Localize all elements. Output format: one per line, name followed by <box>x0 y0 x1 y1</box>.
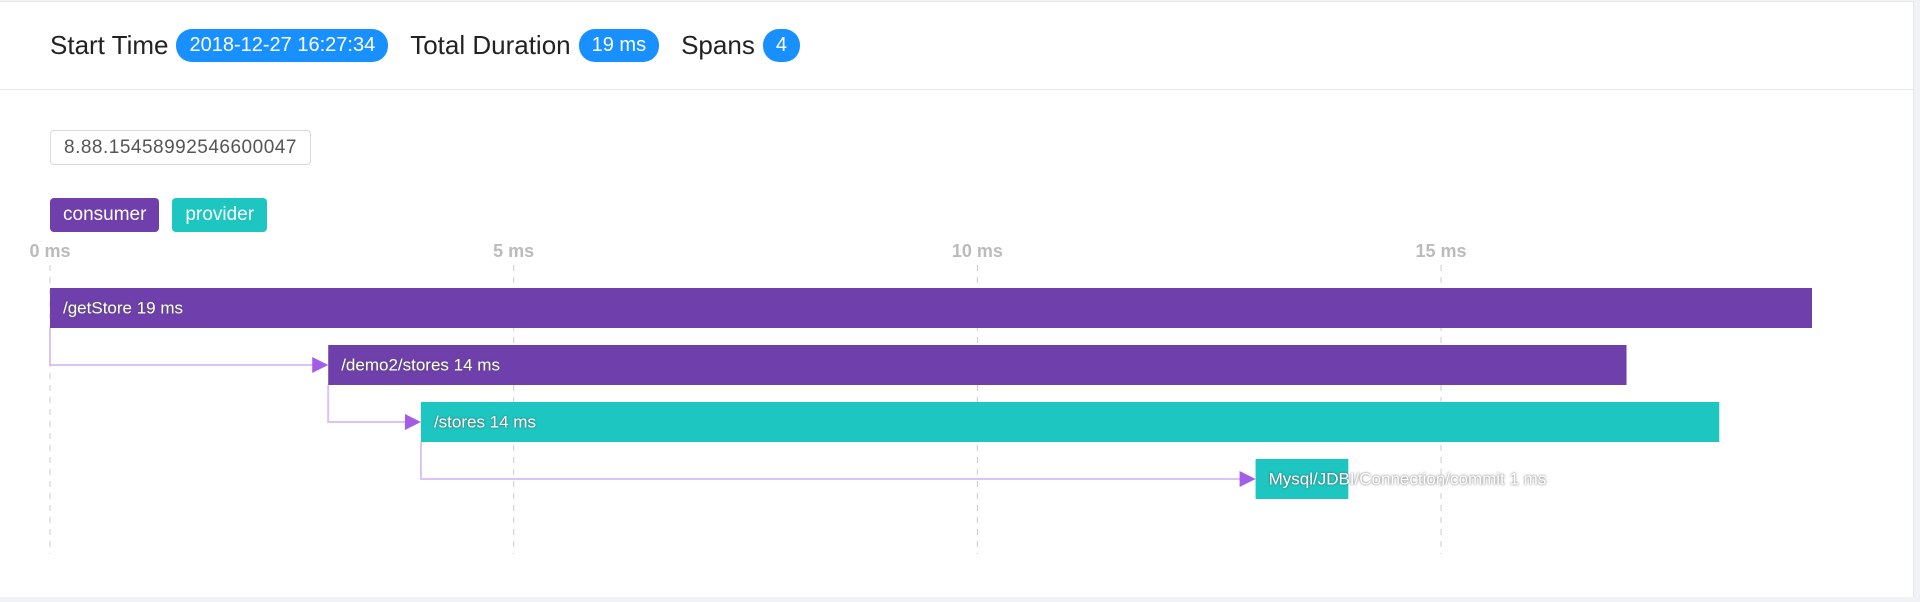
legend-item: consumer <box>50 198 160 232</box>
header-badge: 19 ms <box>578 29 660 62</box>
span-label: Mysql/JDBI/Connection/commit 1 ms <box>1269 469 1547 488</box>
connector-arrow <box>1239 471 1256 487</box>
x-tick-label: 0 ms <box>29 241 70 261</box>
span-bar <box>328 345 1627 385</box>
legend-item: provider <box>172 198 268 232</box>
x-tick-label: 5 ms <box>493 241 534 261</box>
header-label: Spans <box>681 30 755 60</box>
span-bar <box>1255 459 1349 499</box>
x-tick-label: 10 ms <box>952 241 1003 261</box>
connector-arrow <box>404 414 421 430</box>
span-label: /stores 14 ms <box>434 412 536 431</box>
connector <box>49 328 315 366</box>
header-badge: 2018-12-27 16:27:34 <box>176 29 389 62</box>
trace-header: Start Time 2018-12-27 16:27:34 Total Durat… <box>0 2 1913 90</box>
span-label: /demo2/stores 14 ms <box>341 355 500 374</box>
header-label: Total Duration <box>410 30 571 60</box>
span-label: /getStore 19 ms <box>63 298 183 317</box>
span-bar <box>50 288 1812 328</box>
connector <box>327 385 407 423</box>
span-bar <box>420 402 1720 442</box>
header-badge: 4 <box>762 29 800 62</box>
header-label: Start Time <box>50 30 169 60</box>
legend: consumer provider <box>50 198 280 232</box>
x-tick-label: 15 ms <box>1416 241 1467 261</box>
connector-arrow <box>312 357 329 373</box>
connector <box>419 442 1242 480</box>
trace-id: 8.88.15458992546600047 <box>50 130 311 165</box>
